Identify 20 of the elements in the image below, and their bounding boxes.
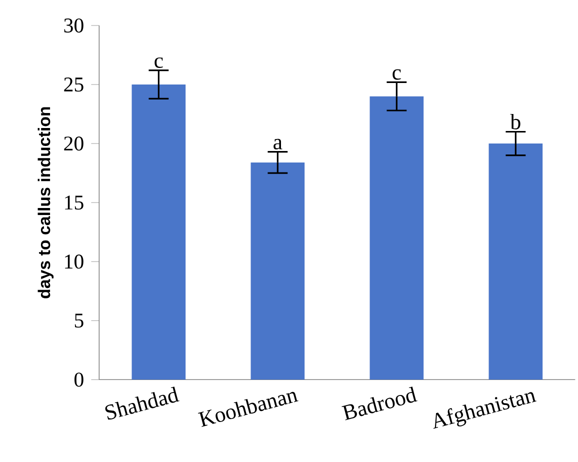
y-tick-label: 15 [65, 196, 84, 210]
y-tick-label: 10 [65, 254, 84, 269]
annotation: b [510, 114, 520, 130]
y-tick-label: 30 [64, 18, 84, 33]
y-axis-title: days to callus induction [38, 107, 54, 298]
annotation: c [392, 69, 401, 80]
annotation: a [274, 139, 282, 150]
bar [370, 96, 424, 380]
bar [250, 162, 305, 380]
y-tick-label: 20 [64, 136, 84, 151]
x-tick-label: Badrood [342, 386, 418, 420]
x-tick-label: Afghanistan [433, 392, 536, 429]
bar [488, 144, 543, 380]
bar [132, 84, 186, 380]
x-tick-label: Shahdad [105, 386, 180, 420]
y-tick-label: 5 [74, 314, 84, 328]
x-tick-label: Koohbanan [198, 392, 298, 427]
y-tick-label: 25 [64, 78, 84, 92]
annotation: c [154, 58, 163, 68]
y-tick-label: 0 [74, 372, 84, 387]
